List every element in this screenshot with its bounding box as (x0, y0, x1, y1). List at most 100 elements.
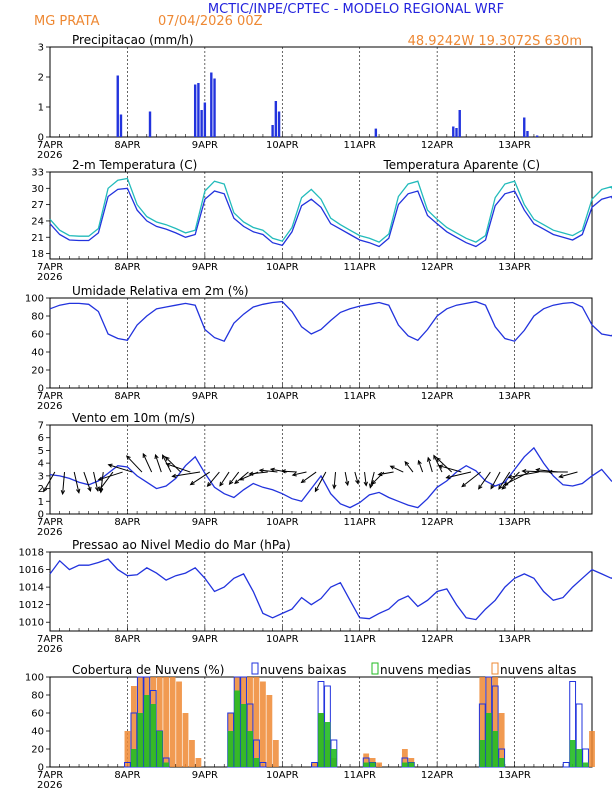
x-year-label: 2026 (37, 272, 62, 283)
y-tick-label: 80 (31, 312, 44, 323)
wind-arrow-head (332, 484, 337, 490)
wind-arrow (154, 454, 162, 473)
wind-arrow (62, 471, 66, 495)
wind-arrow-head (258, 468, 264, 473)
cloud-bar-mid (498, 758, 505, 767)
x-day-label: 10APR (266, 770, 299, 781)
wind-arrow (229, 471, 240, 485)
x-day-label: 12APR (421, 262, 454, 273)
legend-label: nuvens altas (500, 663, 576, 677)
cloud-bar-mid (150, 704, 157, 767)
wind-arrow (418, 460, 424, 473)
x-day-label: 11APR (343, 391, 376, 402)
cloud-bar-high (189, 740, 195, 767)
x-day-label: 10APR (266, 262, 299, 273)
x-day-label: 9APR (192, 140, 218, 151)
x-day-label: 7APR (37, 262, 63, 273)
wind-arrow-head (76, 488, 81, 494)
wind-arrow-head (435, 457, 441, 462)
cloud-bar-high (311, 762, 318, 767)
header-location: MG PRATA (34, 14, 100, 29)
wind-arrow (438, 465, 462, 473)
y-tick-label: 1 (38, 497, 44, 508)
wind-arrow (490, 471, 501, 489)
precip-bar (523, 117, 526, 137)
precip-bar (274, 101, 278, 137)
x-day-label: 13APR (498, 391, 531, 402)
wind-arrow-head (433, 454, 438, 460)
cloud-bar-mid (247, 731, 253, 767)
wind-arrow (508, 471, 539, 478)
wind-arrow-head (239, 476, 245, 481)
cloud-bar-mid (240, 704, 247, 767)
precip-bar (535, 135, 539, 137)
wind-arrow-head (344, 480, 350, 487)
panel-title: 2-m Temperatura (C) (72, 158, 197, 172)
wind-arrow-head (547, 469, 553, 475)
y-tick-label: 60 (31, 330, 44, 341)
wind-arrow-head (228, 480, 234, 486)
wind-arrow-head (461, 482, 467, 488)
y-tick-label: 18 (31, 249, 44, 260)
x-day-label: 10APR (266, 140, 299, 151)
y-tick-label: 33 (31, 168, 44, 179)
legend-swatch (371, 662, 379, 675)
cloud-bar-high (195, 758, 202, 767)
y-tick-label: 20 (31, 366, 44, 377)
wind-arrow-head (154, 453, 159, 460)
wind-arrow-head (162, 454, 167, 460)
wind-arrow-head (94, 486, 100, 492)
wind-arrow-head (314, 487, 319, 493)
wind-arrow-head (60, 490, 66, 496)
wind-arrow-head (142, 452, 147, 458)
cloud-bar-mid (479, 740, 486, 767)
wind-arrow-head (355, 479, 360, 485)
x-day-label: 11APR (343, 262, 376, 273)
wind-arrow (126, 455, 143, 473)
wind-arrow (354, 471, 359, 484)
panel-title: Precipitacao (mm/h) (72, 33, 194, 47)
wind-arrow-head (206, 482, 212, 487)
y-tick-label: 0 (38, 384, 44, 395)
wind-arrow-head (501, 484, 507, 490)
series-line-wind-0 (49, 446, 612, 509)
x-day-label: 12APR (421, 140, 454, 151)
wind-arrow-head (535, 467, 541, 473)
cloud-bar-high (156, 677, 163, 767)
wind-arrow-head (126, 455, 131, 461)
wind-arrow (433, 455, 443, 473)
x-day-label: 11APR (343, 517, 376, 528)
wind-arrow-head (478, 484, 483, 490)
precip-bar (455, 128, 458, 137)
cloud-bar-high (272, 740, 279, 767)
y-tick-label: 0 (38, 510, 44, 521)
y-tick-label: 0 (38, 763, 44, 774)
wind-arrow (165, 456, 182, 473)
panel-title: Vento em 10m (m/s) (72, 411, 195, 425)
wind-arrow (93, 471, 99, 491)
x-day-label: 10APR (266, 391, 299, 402)
y-tick-label: 60 (31, 709, 44, 720)
wind-arrow-head (521, 468, 527, 474)
cloud-bar-high (479, 677, 486, 767)
y-tick-label: 4 (38, 459, 44, 470)
cloud-bar-high (260, 681, 266, 767)
cloud-bar-mid (227, 731, 234, 767)
cloud-bar-high (124, 731, 131, 767)
x-day-label: 12APR (421, 770, 454, 781)
y-tick-label: 80 (31, 691, 44, 702)
cloud-bar-mid (492, 731, 499, 767)
y-tick-label: 24 (31, 216, 44, 227)
wind-arrow (378, 471, 394, 476)
wind-arrow-head (219, 481, 224, 487)
cloud-bar-high (176, 681, 182, 767)
y-tick-label: 20 (31, 745, 44, 756)
wind-arrow-head (371, 480, 376, 485)
x-day-label: 7APR (37, 140, 63, 151)
y-tick-label: 1014 (19, 583, 44, 594)
cloud-bar-mid (331, 749, 337, 767)
cloud-bar-mid (318, 713, 324, 767)
cloud-bar-mid (143, 695, 150, 767)
y-tick-label: 1016 (19, 565, 44, 576)
wind-arrow-head (165, 462, 171, 468)
